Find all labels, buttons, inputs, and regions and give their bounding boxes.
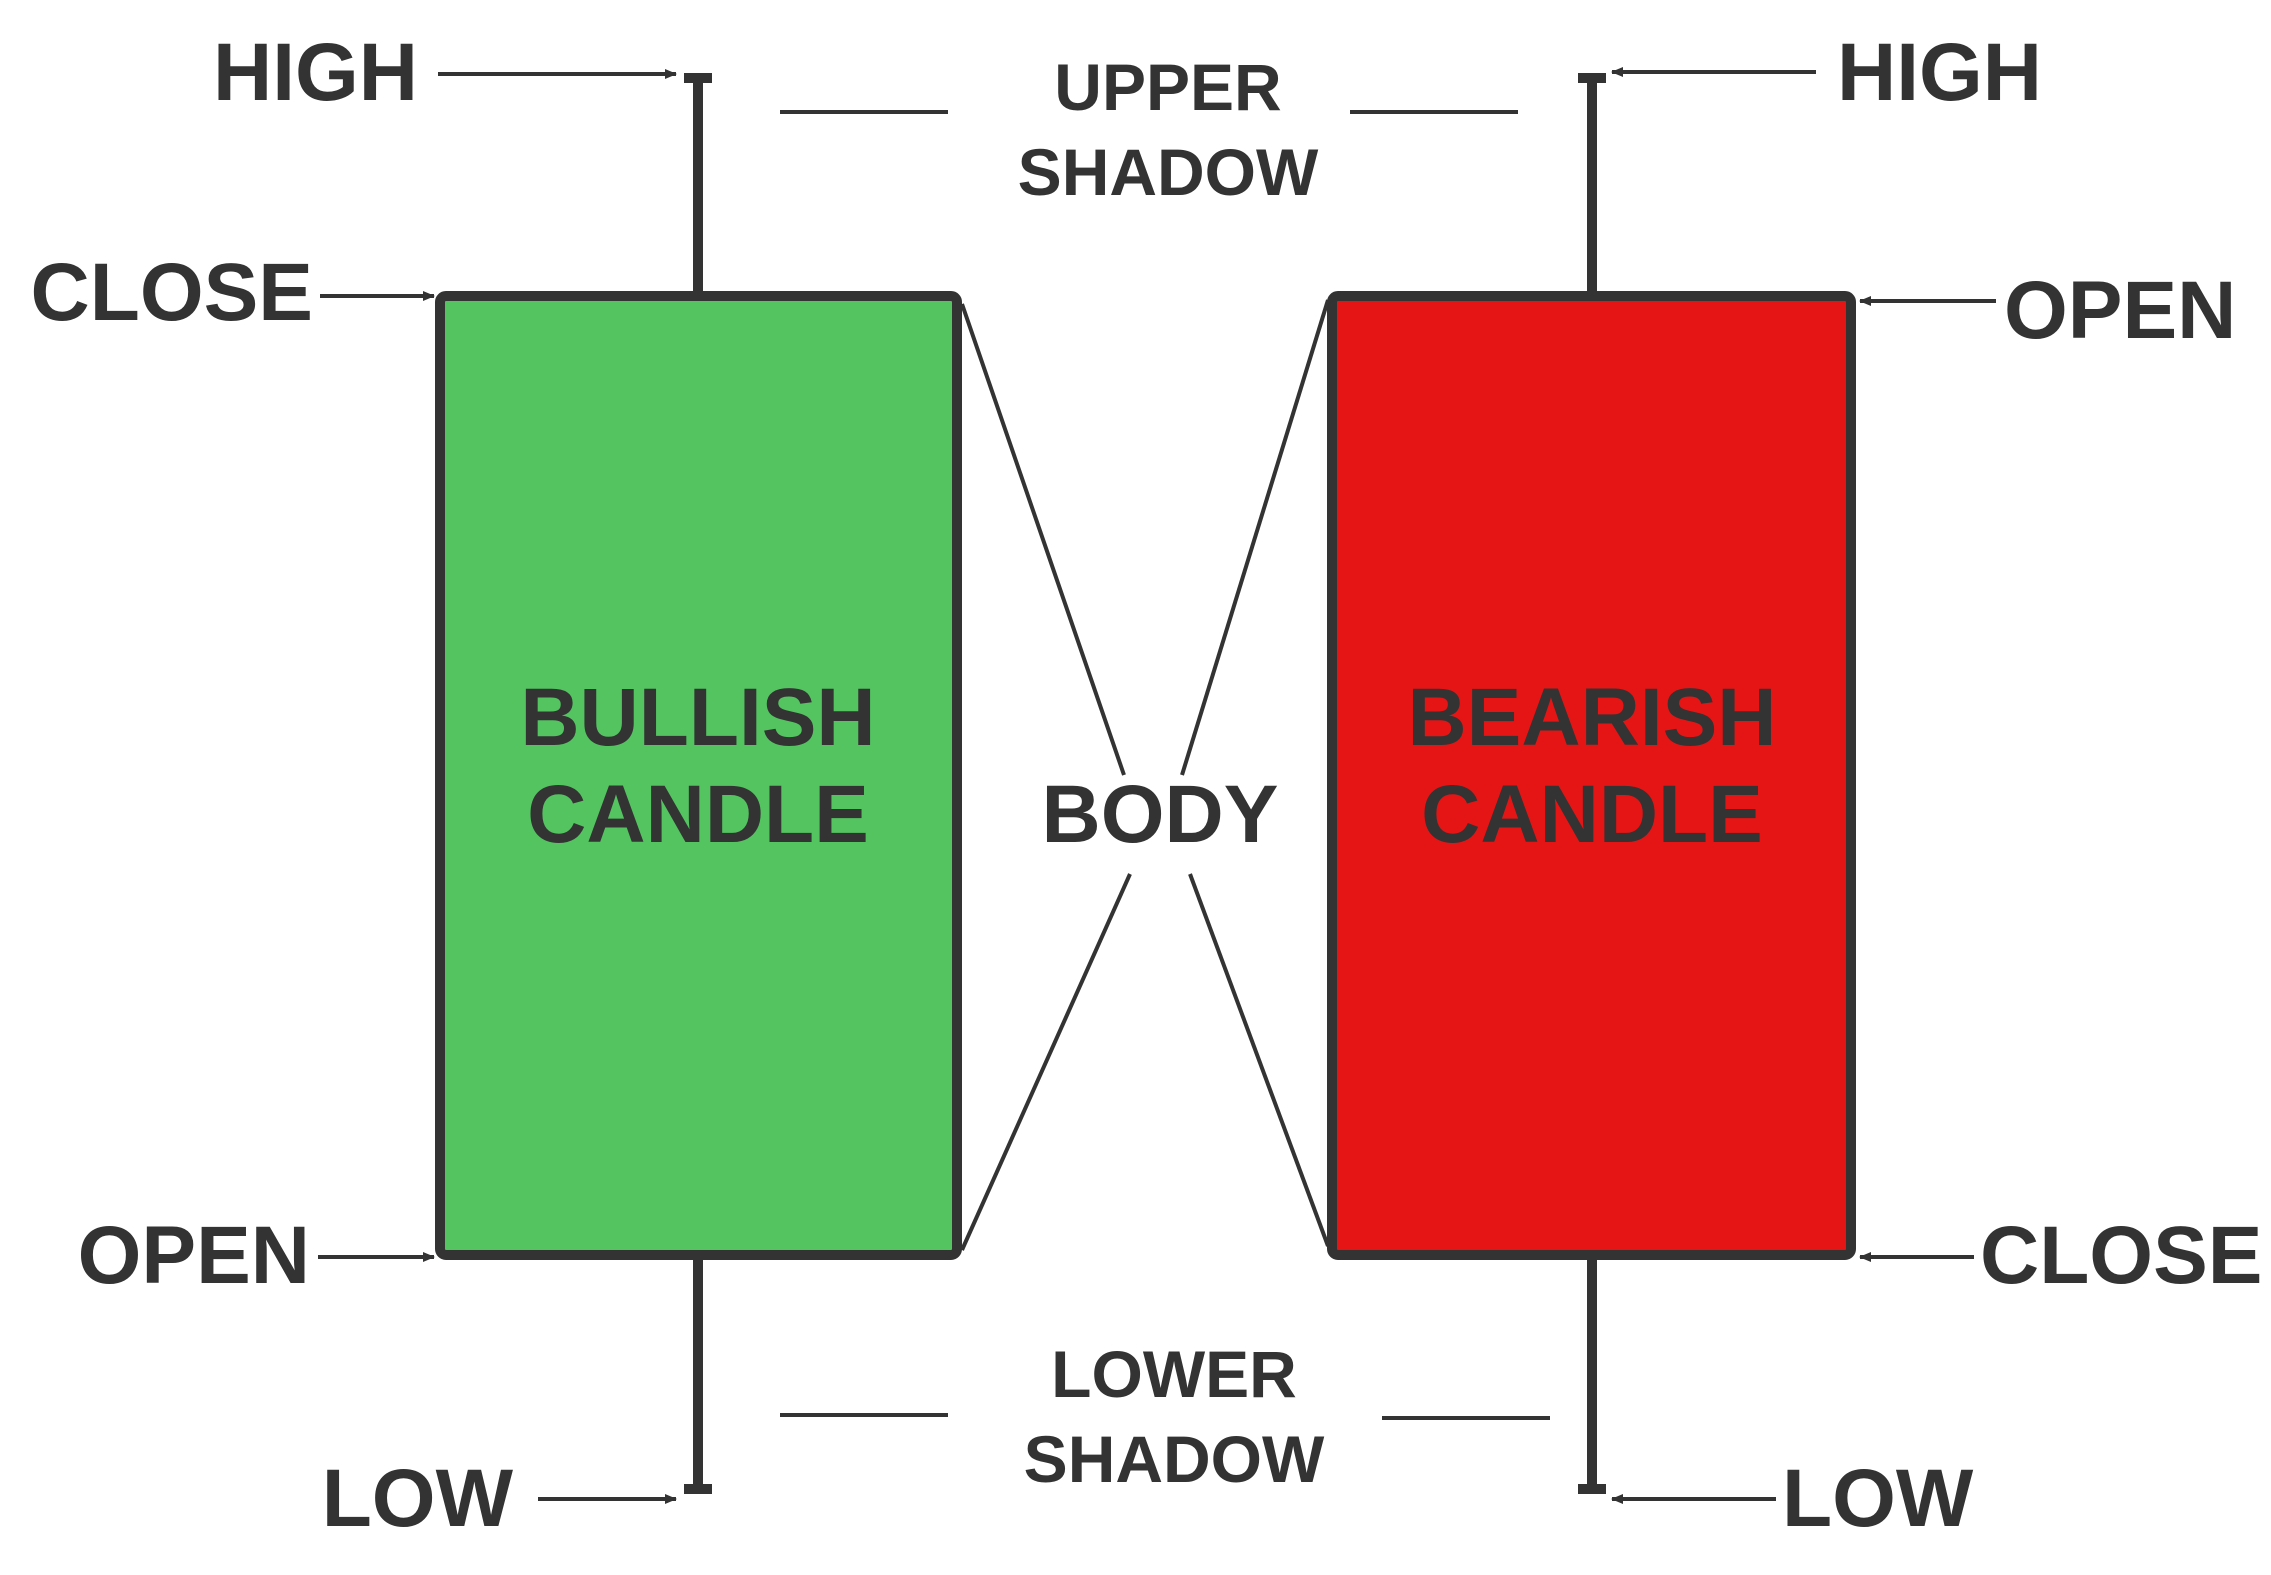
bullish-title-line2: CANDLE: [527, 769, 869, 860]
body-label: BODY: [1042, 769, 1279, 860]
body-line-bearish-bottom: [1188, 873, 1330, 1247]
upper-shadow-label-line2: SHADOW: [1018, 135, 1319, 209]
bearish-close-label: CLOSE: [1980, 1210, 2262, 1301]
bullish-body: [435, 291, 962, 1260]
bearish-low-label: LOW: [1782, 1453, 1974, 1544]
bullish-close-label: CLOSE: [31, 247, 313, 338]
lower-shadow-label-line2: SHADOW: [1024, 1422, 1325, 1496]
bearish-title-line1: BEARISH: [1407, 672, 1776, 763]
body-line-bullish-bottom: [960, 873, 1132, 1251]
center-annotations: UPPER SHADOW BODY LOWER SHADOW: [780, 50, 1550, 1496]
bearish-open-label: OPEN: [2004, 265, 2236, 356]
bullish-title-line1: BULLISH: [520, 672, 875, 763]
bullish-candle: BULLISH CANDLE: [435, 73, 962, 1494]
body-line-bullish-top: [960, 303, 1126, 776]
bearish-body: [1327, 291, 1856, 1260]
bullish-labels: HIGH CLOSE OPEN LOW: [31, 27, 677, 1544]
bearish-title-line2: CANDLE: [1421, 769, 1763, 860]
bearish-labels: HIGH OPEN CLOSE LOW: [1611, 27, 2262, 1544]
body-line-bearish-top: [1180, 299, 1330, 776]
bullish-open-label: OPEN: [78, 1210, 310, 1301]
bullish-high-label: HIGH: [213, 27, 418, 118]
lower-shadow-label-line1: LOWER: [1051, 1337, 1297, 1411]
upper-shadow-label-line1: UPPER: [1054, 50, 1281, 124]
bullish-low-label: LOW: [322, 1453, 514, 1544]
bearish-high-label: HIGH: [1837, 27, 2042, 118]
bearish-candle: BEARISH CANDLE: [1327, 73, 1856, 1494]
